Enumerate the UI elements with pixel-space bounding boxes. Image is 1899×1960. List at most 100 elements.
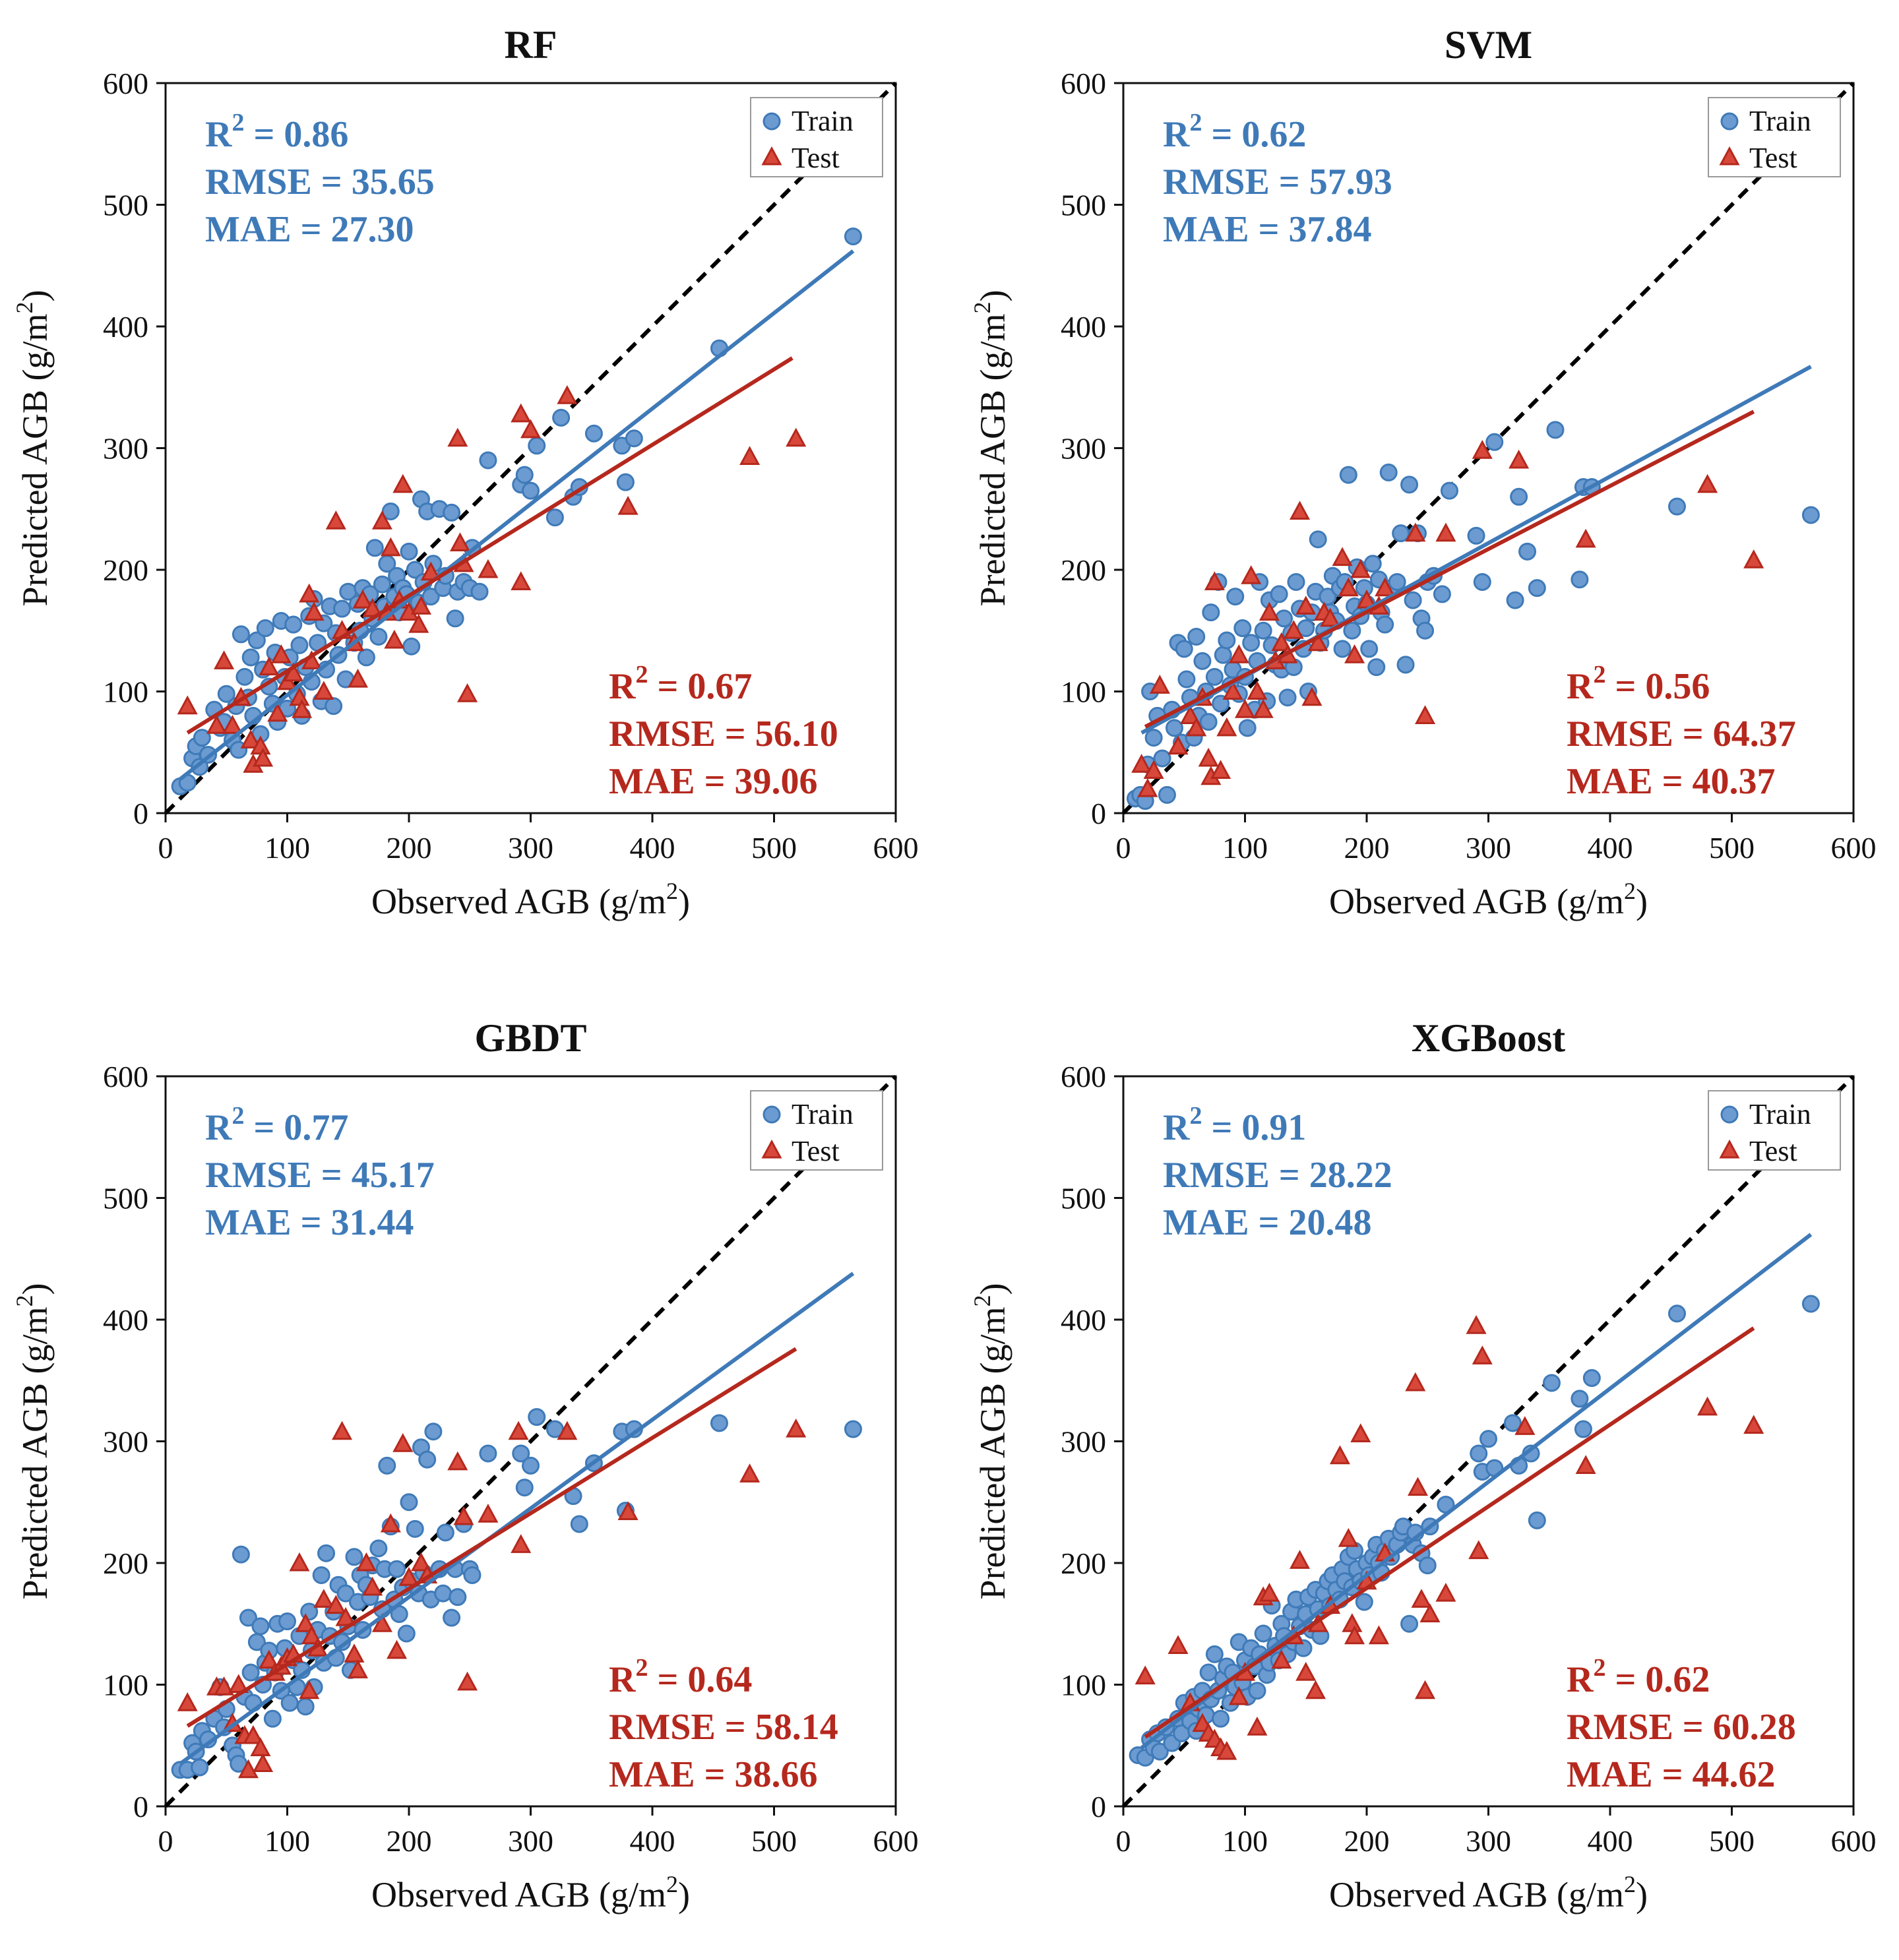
test-point — [410, 596, 431, 615]
train-point — [1400, 1614, 1419, 1633]
x-tick-label: 0 — [158, 831, 173, 865]
test-point — [1350, 1423, 1371, 1442]
train-point — [232, 625, 250, 644]
train-point — [256, 619, 274, 638]
test-point — [511, 1534, 532, 1553]
y-tick-label: 200 — [1061, 1547, 1106, 1580]
test-point — [1135, 1665, 1156, 1685]
train-r2: R2 = 0.86 — [205, 109, 348, 155]
train-point — [1470, 1444, 1488, 1463]
train-point — [418, 1450, 437, 1469]
chart-title: SVM — [1445, 23, 1532, 67]
test-point — [347, 1659, 369, 1678]
train-point — [1218, 631, 1236, 650]
train-point — [1440, 481, 1458, 500]
train-point — [522, 481, 540, 500]
train-point — [400, 1493, 418, 1512]
test-point — [447, 1451, 468, 1471]
test-point — [1167, 735, 1189, 755]
test-point — [253, 1753, 274, 1772]
test-point — [371, 1613, 392, 1632]
test-point — [1350, 559, 1371, 578]
y-tick-label: 0 — [1091, 1790, 1106, 1823]
test-point — [1743, 549, 1764, 568]
train-rmse: RMSE = 45.17 — [205, 1155, 435, 1196]
x-axis-label: Observed AGB (g/m2) — [1329, 878, 1648, 921]
train-point — [1571, 570, 1589, 589]
train-point — [290, 636, 309, 654]
test-r2: R2 = 0.64 — [609, 1654, 752, 1700]
train-point — [1801, 1295, 1820, 1313]
train-point — [1278, 689, 1297, 707]
test-point — [457, 1671, 478, 1691]
train-point — [1379, 463, 1398, 481]
test-point — [237, 1759, 259, 1779]
test-point — [1149, 675, 1170, 694]
x-axis-label: Observed AGB (g/m2) — [371, 1871, 690, 1914]
train-point — [333, 599, 352, 618]
train-point — [325, 697, 343, 716]
train-point — [406, 561, 424, 579]
train-r2: R2 = 0.91 — [1163, 1102, 1306, 1148]
train-point — [625, 429, 643, 448]
test-r2: R2 = 0.62 — [1567, 1654, 1710, 1700]
train-point — [1467, 526, 1485, 545]
train-point — [280, 1694, 299, 1712]
train-point — [1205, 1645, 1224, 1663]
train-point — [470, 582, 489, 601]
y-tick-label: 600 — [103, 1060, 148, 1093]
x-tick-label: 200 — [1344, 831, 1390, 865]
test-r2: R2 = 0.56 — [1567, 661, 1710, 707]
train-point — [1248, 1682, 1266, 1700]
train-point — [1528, 579, 1546, 597]
train-point — [449, 1588, 467, 1607]
train-mae: MAE = 37.84 — [1163, 209, 1372, 250]
test-point — [1329, 1445, 1350, 1465]
train-point — [1144, 729, 1163, 747]
legend-test-label: Test — [1749, 1135, 1797, 1167]
y-tick-label: 200 — [103, 1547, 148, 1580]
train-point — [515, 1479, 534, 1497]
y-tick-label: 0 — [133, 1790, 148, 1823]
test-point — [1271, 1649, 1292, 1669]
chart-title: XGBoost — [1412, 1016, 1565, 1060]
train-point — [528, 1408, 546, 1426]
test-stats: R2 = 0.67 RMSE = 56.10 MAE = 39.06 — [609, 661, 838, 802]
y-tick-label: 0 — [1091, 797, 1106, 830]
train-point — [1667, 497, 1686, 516]
train-point — [1309, 530, 1327, 549]
train-point — [365, 539, 384, 557]
test-point — [557, 385, 578, 404]
train-point — [1392, 524, 1410, 543]
legend-test-marker — [761, 146, 782, 166]
test-point — [253, 747, 274, 767]
test-stats: R2 = 0.56 RMSE = 64.37 MAE = 40.37 — [1567, 661, 1796, 802]
test-point — [1228, 1686, 1249, 1705]
test-point — [292, 699, 313, 718]
y-tick-label: 400 — [1061, 1303, 1106, 1337]
test-point — [398, 1566, 420, 1586]
train-point — [247, 631, 266, 650]
train-point — [844, 1420, 862, 1438]
train-stats: R2 = 0.91 RMSE = 28.22 MAE = 20.48 — [1163, 1102, 1392, 1243]
test-point — [1143, 760, 1164, 779]
test-point — [508, 1421, 529, 1440]
train-stats: R2 = 0.62 RMSE = 57.93 MAE = 37.84 — [1163, 109, 1392, 250]
train-point — [1238, 719, 1257, 737]
train-point — [522, 1456, 540, 1475]
x-tick-label: 400 — [1588, 1824, 1633, 1858]
test-point — [1179, 705, 1200, 724]
test-point — [1342, 1613, 1363, 1632]
legend-train-marker — [763, 112, 781, 131]
test-r2: R2 = 0.67 — [609, 661, 752, 707]
x-tick-label: 300 — [1466, 1824, 1511, 1858]
x-tick-label: 300 — [508, 1824, 553, 1858]
test-point — [1137, 778, 1158, 797]
x-tick-label: 400 — [1588, 831, 1633, 865]
test-point — [786, 1418, 807, 1438]
legend-test-marker — [1719, 146, 1740, 166]
train-point — [443, 503, 461, 522]
train-mae: MAE = 31.44 — [205, 1202, 414, 1243]
train-point — [584, 424, 603, 443]
